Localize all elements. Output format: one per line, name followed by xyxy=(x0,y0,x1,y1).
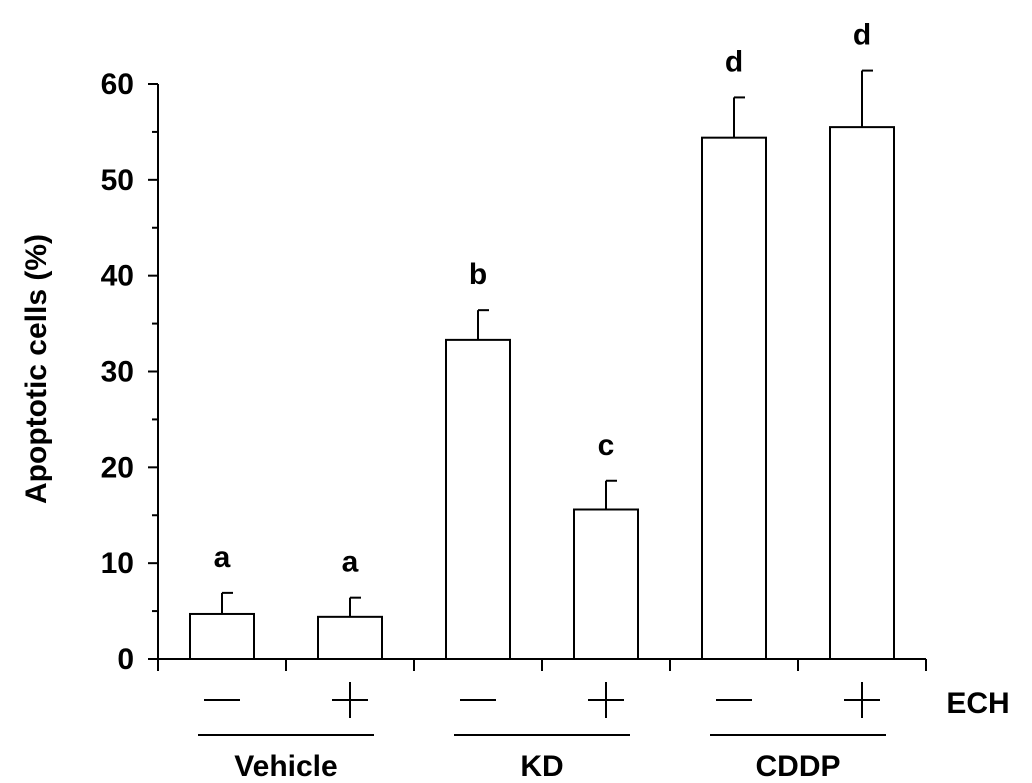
bar xyxy=(701,136,767,660)
bar xyxy=(317,615,383,660)
group-label: KD xyxy=(520,750,563,783)
bar xyxy=(445,338,511,660)
y-tick-label: 0 xyxy=(117,643,134,676)
y-tick-label: 60 xyxy=(101,68,134,101)
group-label: CDDP xyxy=(755,750,840,783)
y-tick-label: 50 xyxy=(101,164,134,197)
bar xyxy=(189,612,255,660)
significance-letter: d xyxy=(725,45,743,78)
labels: a a b c d d ECH Vehicle KD CDDP xyxy=(198,19,1010,783)
treatment-label: ECH xyxy=(946,687,1009,720)
significance-letter: b xyxy=(469,258,487,291)
significance-letter: d xyxy=(853,19,871,52)
y-tick-label: 20 xyxy=(101,451,134,484)
y-tick-label: 30 xyxy=(101,356,134,389)
bar xyxy=(573,508,639,660)
group-label: Vehicle xyxy=(234,750,337,783)
bar xyxy=(829,126,895,660)
significance-letter: a xyxy=(214,541,231,574)
y-axis: 0 10 20 30 40 50 60 xyxy=(101,68,159,676)
significance-letter: a xyxy=(342,546,359,579)
y-axis-label: Apoptotic cells (%) xyxy=(20,234,53,504)
bars xyxy=(189,69,895,660)
y-tick-label: 40 xyxy=(101,260,134,293)
x-axis xyxy=(157,658,927,671)
y-tick-label: 10 xyxy=(101,547,134,580)
significance-letter: c xyxy=(598,429,615,462)
